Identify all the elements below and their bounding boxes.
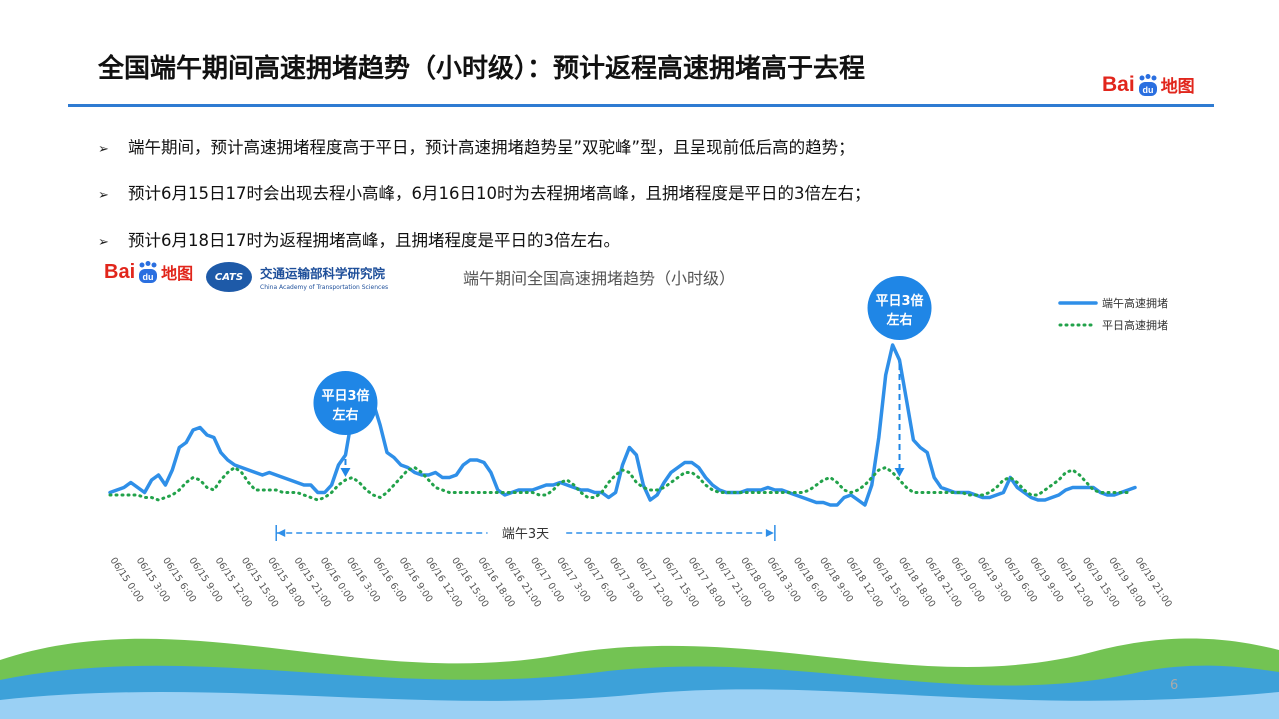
callout-text-line1-0: 平日3倍	[321, 388, 369, 404]
series-line-1	[108, 466, 1130, 502]
cats-name-cn: 交通运输部科学研究院	[260, 266, 386, 281]
slide-title: 全国端午期间高速拥堵趋势（小时级）：预计返程高速拥堵高于去程	[98, 54, 866, 84]
bullet-arrow-icon: ➢	[98, 142, 109, 157]
cats-logo: CATS 交通运输部科学研究院 China Academy of Transpo…	[206, 262, 388, 292]
span-label: 端午3天	[502, 527, 549, 542]
bullet-arrow-icon: ➢	[98, 188, 109, 203]
legend-label-1: 平日高速拥堵	[1102, 318, 1168, 332]
cats-mark-icon: CATS	[206, 262, 252, 292]
callout-circle-1	[867, 276, 932, 340]
bullet-item: ➢ 预计6月15日17时会出现去程小高峰，6月16日10时为去程拥堵高峰，且拥堵程…	[98, 180, 870, 204]
callout-arrowhead-0	[340, 468, 351, 477]
bullet-text: 端午期间，预计高速拥堵程度高于平日，预计高速拥堵趋势呈”双驼峰”型，且呈现前低后…	[128, 138, 855, 157]
baidu-paw-icon: du	[1136, 73, 1160, 97]
legend-label-0: 端午高速拥堵	[1102, 296, 1168, 310]
chart-baidu-map-logo: Bai du 地图	[104, 260, 193, 284]
bullet-text: 预计6月18日17时为返程拥堵高峰，且拥堵程度是平日的3倍左右。	[128, 231, 620, 250]
title-divider	[68, 104, 1214, 107]
logo-bai: Bai	[104, 260, 136, 283]
bullet-item: ➢ 预计6月18日17时为返程拥堵高峰，且拥堵程度是平日的3倍左右。	[98, 227, 620, 251]
cats-name-en: China Academy of Transportation Sciences	[260, 284, 389, 291]
logo-bai: Bai	[1102, 72, 1135, 96]
baidu-paw-icon: du	[136, 260, 160, 284]
span-arrow-left	[277, 529, 286, 537]
chart-title: 端午期间全国高速拥堵趋势（小时级）	[463, 269, 736, 288]
callout-text-line1-1: 平日3倍	[876, 293, 924, 309]
logo-ditu: 地图	[161, 264, 194, 283]
bullet-arrow-icon: ➢	[98, 235, 109, 250]
callout-circle-0	[313, 371, 378, 435]
callout-text-line2-0: 左右	[332, 407, 358, 423]
span-label-bg	[487, 523, 564, 543]
callout-arrowhead-1	[894, 468, 905, 477]
logo-du: du	[1142, 85, 1153, 95]
span-arrow-right	[765, 529, 774, 537]
logo-du: du	[143, 272, 154, 282]
series-line-0	[108, 343, 1137, 507]
logo-ditu: 地图	[1160, 77, 1195, 97]
bullet-item: ➢ 端午期间，预计高速拥堵程度高于平日，预计高速拥堵趋势呈”双驼峰”型，且呈现前低…	[98, 134, 855, 158]
page-number: 6	[1170, 678, 1179, 693]
baidu-map-logo: Bai du 地图	[1102, 72, 1195, 98]
footer-wave-2	[0, 689, 1279, 719]
bullet-text: 预计6月15日17时会出现去程小高峰，6月16日10时为去程拥堵高峰，且拥堵程度…	[128, 184, 871, 203]
callout-text-line2-1: 左右	[887, 312, 913, 328]
